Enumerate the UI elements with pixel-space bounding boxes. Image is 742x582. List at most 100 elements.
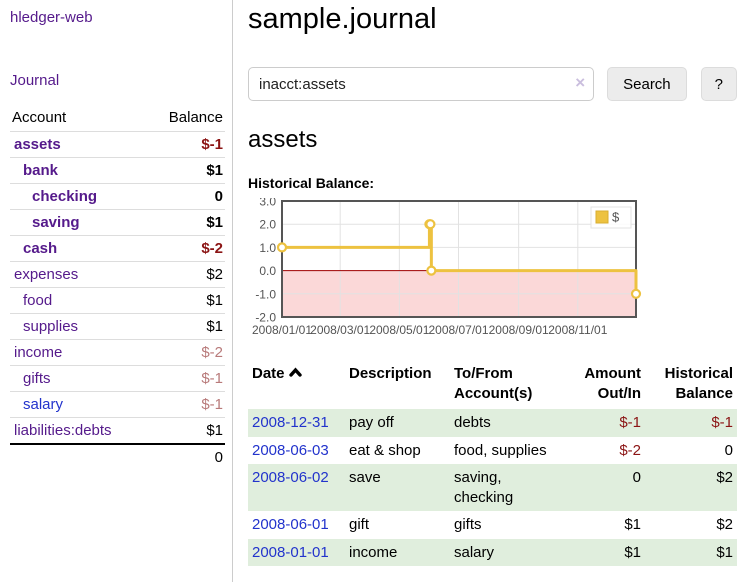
sidebar-item-journal[interactable]: Journal <box>10 72 60 89</box>
account-balance: $-1 <box>147 391 225 418</box>
account-balance: 0 <box>147 183 225 210</box>
transaction-description: income <box>349 543 398 561</box>
transaction-accounts: food, supplies <box>454 441 547 459</box>
svg-text:2008/07/01: 2008/07/01 <box>428 323 488 337</box>
account-link[interactable]: supplies <box>23 318 79 335</box>
transaction-row: 2008-06-03 eat & shop food, supplies $-2 0 <box>248 437 737 465</box>
account-link[interactable]: bank <box>23 162 59 179</box>
svg-text:3.0: 3.0 <box>259 198 276 209</box>
accounts-total-balance: 0 <box>147 443 225 470</box>
account-row: gifts $-1 <box>10 365 225 392</box>
svg-text:2008/09/01: 2008/09/01 <box>489 323 549 337</box>
transaction-accounts: salary <box>454 543 495 561</box>
accounts-header-account: Account <box>12 109 67 126</box>
search-input[interactable] <box>248 67 595 102</box>
transaction-row: 2008-06-01 gift gifts $1 $2 <box>248 511 737 539</box>
account-link[interactable]: liabilities:debts <box>14 422 112 439</box>
accounts-table: Account Balance assets $-1 bank $1 checking 0… <box>10 106 225 470</box>
account-balance: $1 <box>147 209 225 236</box>
account-link[interactable]: cash <box>23 240 58 257</box>
transaction-balance: $2 <box>716 469 733 487</box>
account-link[interactable]: assets <box>14 136 61 153</box>
sort-ascending-icon <box>288 367 302 378</box>
svg-text:2008/11/01: 2008/11/01 <box>548 323 607 337</box>
transaction-description: eat & shop <box>349 441 421 459</box>
transaction-row: 2008-06-02 save saving, checking 0 $2 <box>248 464 737 512</box>
page-title: sample.journal <box>248 3 437 35</box>
svg-text:0.0: 0.0 <box>259 264 276 278</box>
account-link[interactable]: salary <box>23 396 64 413</box>
svg-text:1.0: 1.0 <box>259 241 276 255</box>
transaction-accounts: debts <box>454 414 491 432</box>
account-heading: assets <box>248 126 318 154</box>
help-button[interactable]: ? <box>700 67 737 102</box>
account-link[interactable]: checking <box>32 188 98 205</box>
account-row: liabilities:debts $1 <box>10 417 225 444</box>
account-link[interactable]: income <box>14 344 63 361</box>
account-row: food $1 <box>10 287 225 314</box>
account-balance: $-1 <box>147 365 225 392</box>
main-content: sample.journal × Search ? assets Histori… <box>248 0 737 567</box>
transaction-date-link[interactable]: 2008-06-03 <box>252 441 329 459</box>
account-balance: $-2 <box>147 339 225 366</box>
account-balance: $2 <box>147 261 225 288</box>
account-balance: $1 <box>147 287 225 314</box>
account-row: checking 0 <box>10 183 225 210</box>
transaction-amount: 0 <box>632 469 641 487</box>
search-bar: × Search ? <box>248 67 737 102</box>
account-link[interactable]: expenses <box>14 266 79 283</box>
register-table-header: Date Description To/From Account(s) Amou… <box>248 362 737 409</box>
register-table: Date Description To/From Account(s) Amou… <box>248 362 737 567</box>
account-row: saving $1 <box>10 209 225 236</box>
account-balance: $-2 <box>147 235 225 262</box>
transaction-balance: $-1 <box>711 414 733 432</box>
register-header-description: Description <box>349 365 432 383</box>
account-row: assets $-1 <box>10 131 225 158</box>
transaction-balance: $1 <box>716 543 733 561</box>
accounts-header-balance: Balance <box>168 109 223 126</box>
account-link[interactable]: gifts <box>23 370 51 387</box>
historical-balance-chart: 3.0 2.0 1.0 0.0 -1.0 -2.0 2008/01/01 2008/03/01… <box>248 195 737 344</box>
transaction-balance: $2 <box>716 516 733 534</box>
chart-canvas: 3.0 2.0 1.0 0.0 -1.0 -2.02008/01/012008/03/01… <box>252 195 642 337</box>
transaction-description: gift <box>349 516 370 534</box>
chart-title: Historical Balance: <box>248 175 375 192</box>
transaction-row: 2008-01-01 income salary $1 $1 <box>248 538 737 567</box>
accounts-total-row: 0 <box>10 443 225 470</box>
search-button[interactable]: Search <box>607 67 687 102</box>
account-row: cash $-2 <box>10 235 225 262</box>
transaction-date-link[interactable]: 2008-06-02 <box>252 469 329 487</box>
transaction-accounts: saving, checking <box>454 469 514 506</box>
svg-text:2.0: 2.0 <box>259 218 276 232</box>
account-row: expenses $2 <box>10 261 225 288</box>
transaction-date-link[interactable]: 2008-06-01 <box>252 516 329 534</box>
account-link[interactable]: saving <box>32 214 80 231</box>
register-header-date[interactable]: Date <box>248 362 345 409</box>
svg-text:2008/05/01: 2008/05/01 <box>369 323 429 337</box>
account-balance: $-1 <box>147 131 225 158</box>
clear-search-icon[interactable]: × <box>575 73 586 93</box>
transaction-accounts: gifts <box>454 516 482 534</box>
account-row: salary $-1 <box>10 391 225 418</box>
register-header-balance: Historical Balance <box>664 365 733 402</box>
app-title-link[interactable]: hledger-web <box>10 9 93 26</box>
transaction-row: 2008-12-31 pay off debts $-1 $-1 <box>248 409 737 437</box>
account-row: income $-2 <box>10 339 225 366</box>
svg-text:2008/03/01: 2008/03/01 <box>310 323 370 337</box>
transaction-amount: $-2 <box>619 441 641 459</box>
account-row: bank $1 <box>10 157 225 184</box>
account-balance: $1 <box>147 157 225 184</box>
transaction-amount: $1 <box>624 543 641 561</box>
register-header-accounts: To/From Account(s) <box>454 365 533 402</box>
register-header-amount: Amount Out/In <box>584 365 641 402</box>
svg-text:2008/01/01: 2008/01/01 <box>252 323 312 337</box>
svg-text:-2.0: -2.0 <box>255 311 276 325</box>
svg-text:$: $ <box>612 210 620 225</box>
transaction-date-link[interactable]: 2008-01-01 <box>252 543 329 561</box>
account-link[interactable]: food <box>23 292 53 309</box>
transaction-date-link[interactable]: 2008-12-31 <box>252 414 329 432</box>
transaction-balance: 0 <box>724 441 733 459</box>
transaction-description: pay off <box>349 414 394 432</box>
accounts-table-header: Account Balance <box>10 106 225 132</box>
account-balance: $1 <box>147 417 225 444</box>
